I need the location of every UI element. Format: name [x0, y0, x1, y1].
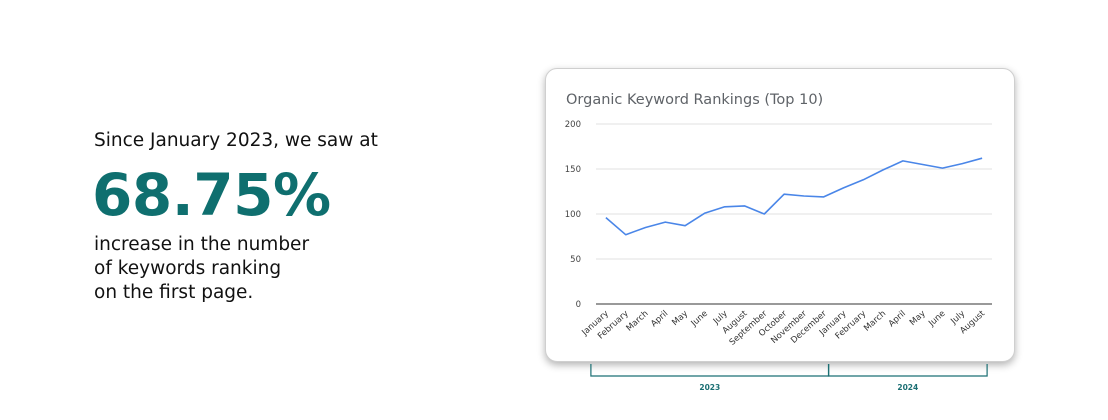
- year-label: 2023: [699, 383, 720, 392]
- y-tick-label: 200: [565, 120, 581, 130]
- stat-value: 68.75%: [92, 161, 331, 229]
- description-line: on the first page.: [94, 282, 254, 303]
- year-bracket: [827, 364, 988, 377]
- description-line: of keywords ranking: [94, 258, 282, 279]
- description-line: increase in the number: [94, 234, 310, 255]
- year-bracket: [590, 364, 830, 377]
- chart-card: Organic Keyword Rankings (Top 10) 0 50 100…: [545, 68, 1015, 362]
- description: increase in the number of keywords ranki…: [94, 233, 354, 305]
- year-label: 2024: [897, 383, 918, 392]
- intro-text: Since January 2023, we saw at: [94, 130, 378, 151]
- y-tick-label: 100: [565, 210, 581, 220]
- y-tick-label: 150: [565, 165, 581, 175]
- y-tick-label: 0: [576, 300, 581, 310]
- y-tick-label: 50: [570, 255, 581, 265]
- series-line: [605, 157, 983, 236]
- chart-title: Organic Keyword Rankings (Top 10): [566, 92, 824, 108]
